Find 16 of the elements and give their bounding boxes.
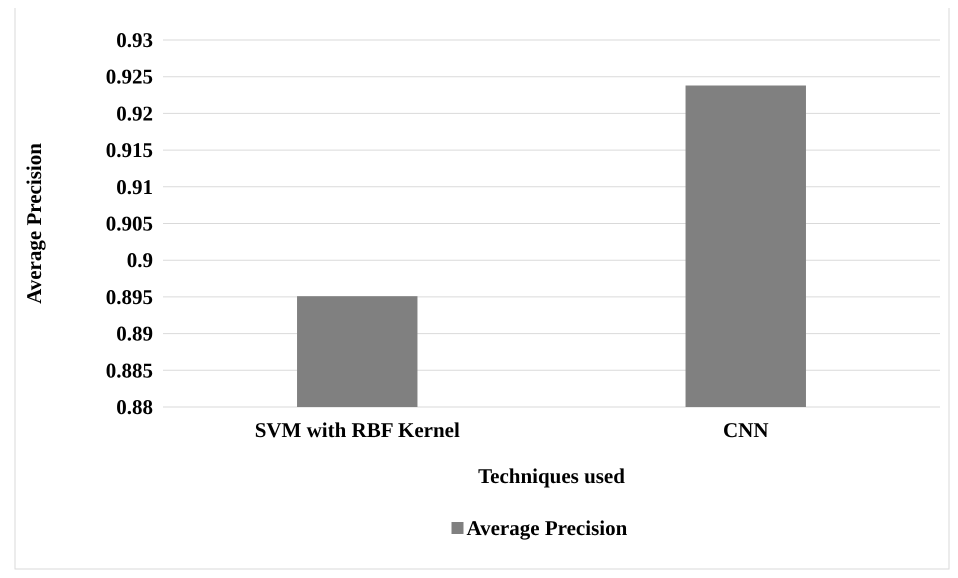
y-tick-label: 0.9: [126, 248, 153, 272]
y-tick-label: 0.895: [106, 284, 153, 309]
y-tick-label: 0.925: [106, 64, 153, 89]
y-tick-label: 0.905: [106, 212, 153, 236]
x-tick-label: SVM with RBF Kernel: [254, 418, 460, 442]
x-tick-label: CNN: [723, 418, 768, 442]
legend-label: Average Precision: [466, 516, 628, 540]
y-tick-label: 0.88: [116, 395, 153, 419]
y-tick-label: 0.89: [116, 322, 153, 346]
y-tick-label: 0.91: [116, 174, 153, 199]
y-tick-label: 0.885: [106, 358, 153, 382]
y-tick-label: 0.915: [106, 138, 153, 162]
y-tick-label: 0.92: [116, 101, 153, 126]
y-axis-title: Average Precision: [22, 142, 46, 304]
x-axis-title: Techniques used: [478, 464, 626, 488]
y-tick-label: 0.93: [116, 28, 153, 52]
